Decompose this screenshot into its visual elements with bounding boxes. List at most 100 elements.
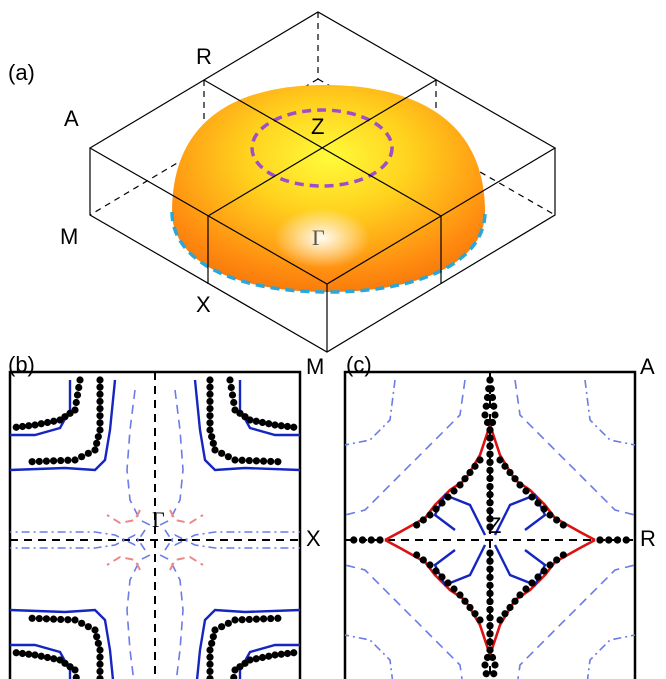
dot <box>522 487 529 494</box>
dot <box>64 616 71 623</box>
dot <box>486 483 493 490</box>
dot <box>483 670 490 677</box>
dot <box>484 394 491 401</box>
dot <box>206 426 213 433</box>
dot <box>490 403 497 410</box>
red-curve <box>107 510 140 523</box>
dot <box>73 674 80 679</box>
dot <box>206 668 213 675</box>
dot <box>57 616 64 623</box>
dot <box>486 606 493 613</box>
red-curve <box>170 557 203 570</box>
dot <box>19 423 26 430</box>
red-curve <box>385 425 490 540</box>
dot <box>226 376 233 383</box>
dot <box>511 475 518 482</box>
panel-label: (b) <box>8 352 35 377</box>
dot <box>444 579 451 586</box>
dot <box>25 422 32 429</box>
dot <box>78 620 85 627</box>
dot <box>486 467 493 474</box>
dot <box>284 650 291 657</box>
dot <box>246 616 253 623</box>
dot <box>534 573 541 580</box>
dot <box>253 457 260 464</box>
dot <box>206 412 213 419</box>
dot <box>486 426 493 433</box>
dot <box>25 651 32 658</box>
dot <box>13 424 20 431</box>
dot <box>486 622 493 629</box>
dot <box>44 419 51 426</box>
dot <box>206 384 213 391</box>
dot <box>491 411 498 418</box>
dot <box>96 376 103 383</box>
dot <box>506 604 513 611</box>
dot <box>96 646 103 653</box>
dot <box>471 463 478 470</box>
dot <box>522 585 529 592</box>
panel-label: (c) <box>346 352 372 377</box>
dot <box>605 536 612 543</box>
dot <box>74 391 81 398</box>
dot <box>231 616 238 623</box>
dot <box>231 456 238 463</box>
dot <box>450 487 457 494</box>
dot <box>96 384 103 391</box>
dot <box>43 458 50 465</box>
point-label: A <box>64 106 79 131</box>
dot <box>267 615 274 622</box>
dashed-curve <box>160 390 183 525</box>
dot <box>271 421 278 428</box>
red-curve <box>170 510 203 523</box>
dot <box>230 399 237 406</box>
dot <box>486 549 493 556</box>
dashdot-curve <box>345 380 395 445</box>
dot <box>420 516 427 523</box>
dot <box>50 457 57 464</box>
dot <box>506 469 513 476</box>
dot <box>368 536 375 543</box>
point-label: X <box>306 526 321 551</box>
panel-label: (a) <box>8 60 35 85</box>
point-label: A <box>640 354 655 379</box>
dot <box>229 391 236 398</box>
dot <box>253 655 260 662</box>
dot <box>56 656 63 663</box>
dot <box>93 633 100 640</box>
dot <box>95 640 102 647</box>
dot <box>64 457 71 464</box>
dot <box>476 456 483 463</box>
dot <box>450 585 457 592</box>
dot <box>206 675 213 679</box>
dot <box>481 411 488 418</box>
dot <box>432 567 439 574</box>
dot <box>486 499 493 506</box>
dot <box>490 670 497 677</box>
dot <box>56 416 63 423</box>
dot <box>206 419 213 426</box>
dot <box>96 398 103 405</box>
dot <box>206 398 213 405</box>
dot <box>267 458 274 465</box>
dot <box>444 493 451 500</box>
dot <box>501 463 508 470</box>
dot <box>484 419 491 426</box>
dot <box>483 403 490 410</box>
red-curve <box>107 557 140 570</box>
dot <box>413 551 420 558</box>
dot <box>486 590 493 597</box>
dot <box>96 654 103 661</box>
dot <box>486 443 493 450</box>
dot <box>85 450 92 457</box>
dot <box>546 511 553 518</box>
dot <box>516 591 523 598</box>
dot <box>259 419 266 426</box>
dot <box>253 616 260 623</box>
red-curve <box>385 540 490 655</box>
panel-a <box>90 12 555 352</box>
dot <box>93 440 100 447</box>
dot <box>91 626 98 633</box>
dot <box>461 475 468 482</box>
dot <box>71 456 78 463</box>
